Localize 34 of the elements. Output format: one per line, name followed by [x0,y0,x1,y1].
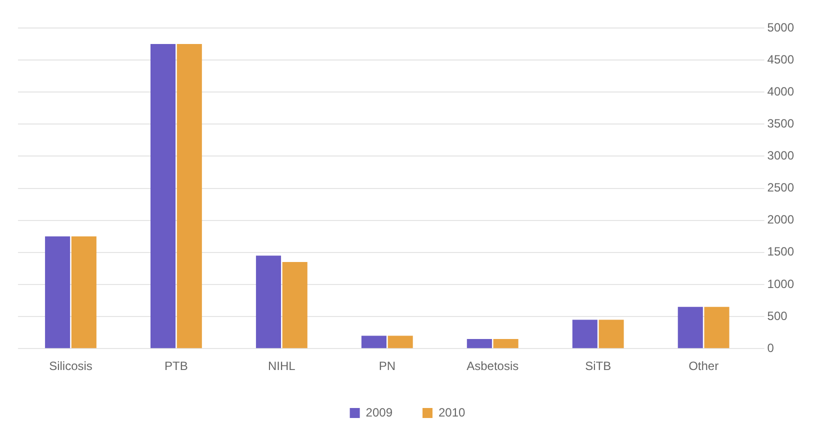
bar [493,338,518,348]
bar [282,262,308,348]
bar [71,236,96,348]
bar [361,336,386,348]
x-tick-label: Silicosis [49,359,92,374]
bar [45,236,70,348]
x-tick-label: PN [378,359,396,374]
x-tick-label: SiTB [585,359,612,374]
legend-label: 2009 [366,405,393,420]
y-tick-label: 3500 [767,116,794,130]
x-tick-label: Other [688,359,719,374]
y-tick-label: 1000 [767,276,794,291]
y-tick-label: 500 [767,308,788,323]
y-tick-label: 5000 [767,20,794,34]
y-tick-label: 3000 [767,148,794,163]
y-tick-label: 4500 [767,52,794,66]
x-tick-label: NIHL [268,359,296,374]
bar [572,320,598,348]
x-tick-label: PTB [164,359,188,374]
bar [388,336,413,348]
bar [176,44,202,348]
bar [256,256,282,348]
y-tick-label: 2500 [767,180,794,195]
y-tick-label: 2000 [767,212,794,227]
bar [704,306,730,348]
x-tick-label: Asbetosis [466,359,519,374]
y-tick-label: 0 [767,340,774,355]
bar [678,306,703,348]
y-tick-label: 4000 [767,84,794,98]
legend-label: 2010 [438,405,466,420]
bar [150,44,176,348]
bar [598,320,624,348]
bar [466,338,492,348]
y-tick-label: 1500 [767,244,794,259]
